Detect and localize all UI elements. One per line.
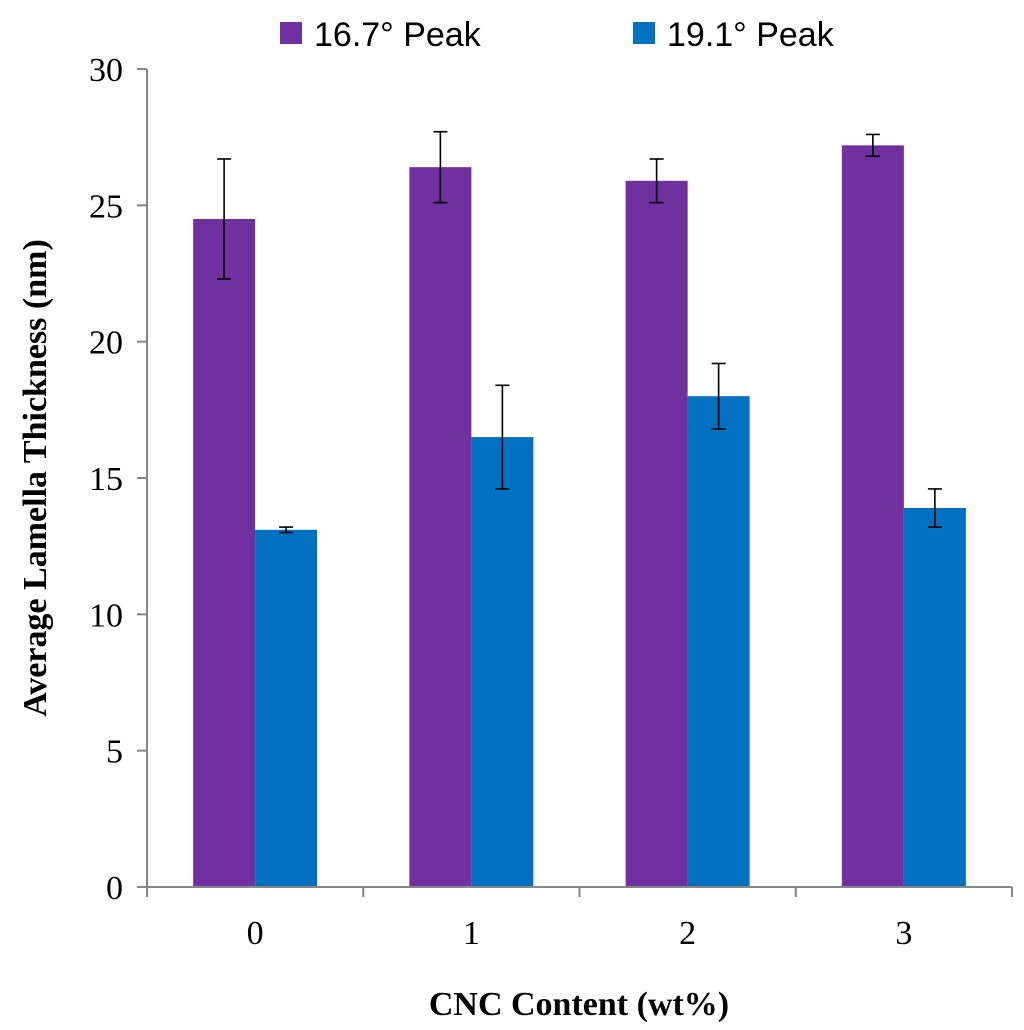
bars [193, 145, 966, 887]
legend-swatch-19-1-peak [633, 22, 655, 44]
y-tick-label: 25 [89, 188, 123, 225]
bar-series-2-cat-1 [471, 437, 534, 887]
error-bar-series-2-cat-0 [279, 526, 294, 534]
bar-series-2-cat-3 [903, 507, 966, 887]
bar-series-2-cat-0 [255, 529, 318, 887]
bar-series-1-cat-2 [625, 180, 688, 887]
error-bar-series-1-cat-3 [865, 133, 880, 158]
legend-label-19-1-peak: 19.1° Peak [667, 16, 835, 54]
x-tick-label: 1 [463, 915, 480, 952]
legend-label-16-7-peak: 16.7° Peak [314, 16, 482, 54]
error-bar-series-2-cat-1 [495, 384, 510, 490]
y-tick-label: 10 [89, 597, 123, 634]
x-axis-ticks: 0 1 2 3 [146, 887, 1013, 952]
y-tick-label: 30 [89, 52, 123, 89]
y-tick-label: 0 [106, 870, 123, 907]
x-tick-label: 0 [247, 915, 264, 952]
error-bar-series-2-cat-2 [711, 362, 726, 430]
error-bar-series-1-cat-0 [217, 158, 232, 280]
bar-series-1-cat-1 [409, 167, 472, 887]
x-tick-label: 3 [895, 915, 912, 952]
y-tick-label: 5 [106, 734, 123, 771]
error-bar-series-2-cat-3 [927, 488, 942, 528]
x-axis-title: CNC Content (wt%) [429, 986, 729, 1023]
bar-series-1-cat-0 [193, 218, 256, 887]
error-bar-series-1-cat-2 [649, 158, 664, 204]
y-tick-label: 20 [89, 325, 123, 362]
y-tick-label: 15 [89, 461, 123, 498]
error-bar-series-1-cat-1 [433, 130, 448, 204]
x-tick-label: 2 [679, 915, 696, 952]
y-axis-title: Average Lamella Thickness (nm) [17, 239, 54, 717]
error-bars [217, 130, 942, 534]
bar-series-1-cat-3 [841, 145, 904, 887]
legend: 16.7° Peak 19.1° Peak [280, 16, 835, 54]
bar-series-2-cat-2 [687, 396, 750, 887]
y-axis-ticks: 0 5 10 15 20 25 30 [89, 52, 147, 907]
legend-swatch-16-7-peak [280, 22, 302, 44]
